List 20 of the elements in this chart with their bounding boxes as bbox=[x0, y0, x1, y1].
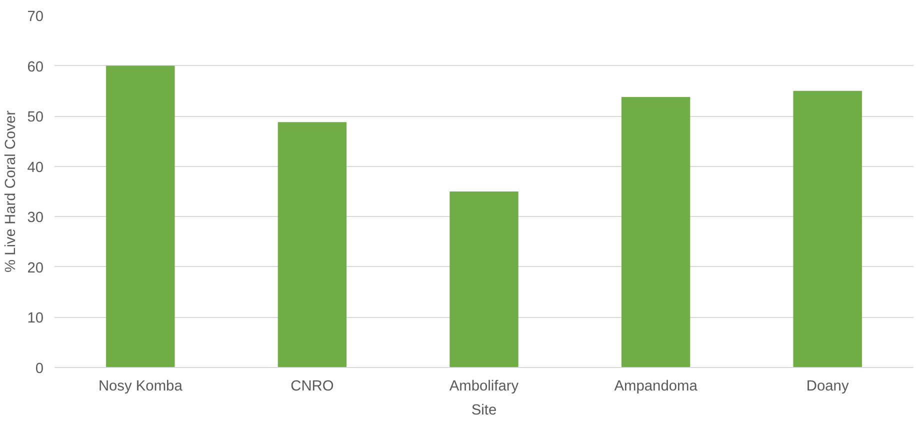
y-tick-label: 0 bbox=[35, 361, 44, 377]
y-tick-label: 10 bbox=[27, 310, 44, 327]
y-tick-label: 60 bbox=[27, 59, 44, 76]
bar bbox=[621, 96, 690, 368]
x-tick-label: CNRO bbox=[290, 378, 334, 394]
bar bbox=[450, 192, 518, 368]
y-tick-label: 50 bbox=[27, 110, 44, 126]
y-tick-label: 70 bbox=[27, 9, 44, 25]
x-axis-title: Site bbox=[471, 402, 497, 418]
bar bbox=[106, 66, 175, 368]
x-tick-label: Ambolifary bbox=[449, 378, 520, 394]
bar bbox=[278, 122, 347, 368]
x-tick-label: Doany bbox=[806, 378, 850, 394]
y-tick-label: 30 bbox=[27, 210, 44, 226]
bar bbox=[793, 90, 862, 368]
y-tick-label: 20 bbox=[27, 260, 44, 276]
y-axis-title: % Live Hard Coral Cover bbox=[3, 110, 20, 273]
x-tick-label: Nosy Komba bbox=[98, 378, 184, 394]
x-tick-label: Ampandoma bbox=[614, 378, 698, 394]
y-tick-label: 40 bbox=[27, 160, 44, 176]
